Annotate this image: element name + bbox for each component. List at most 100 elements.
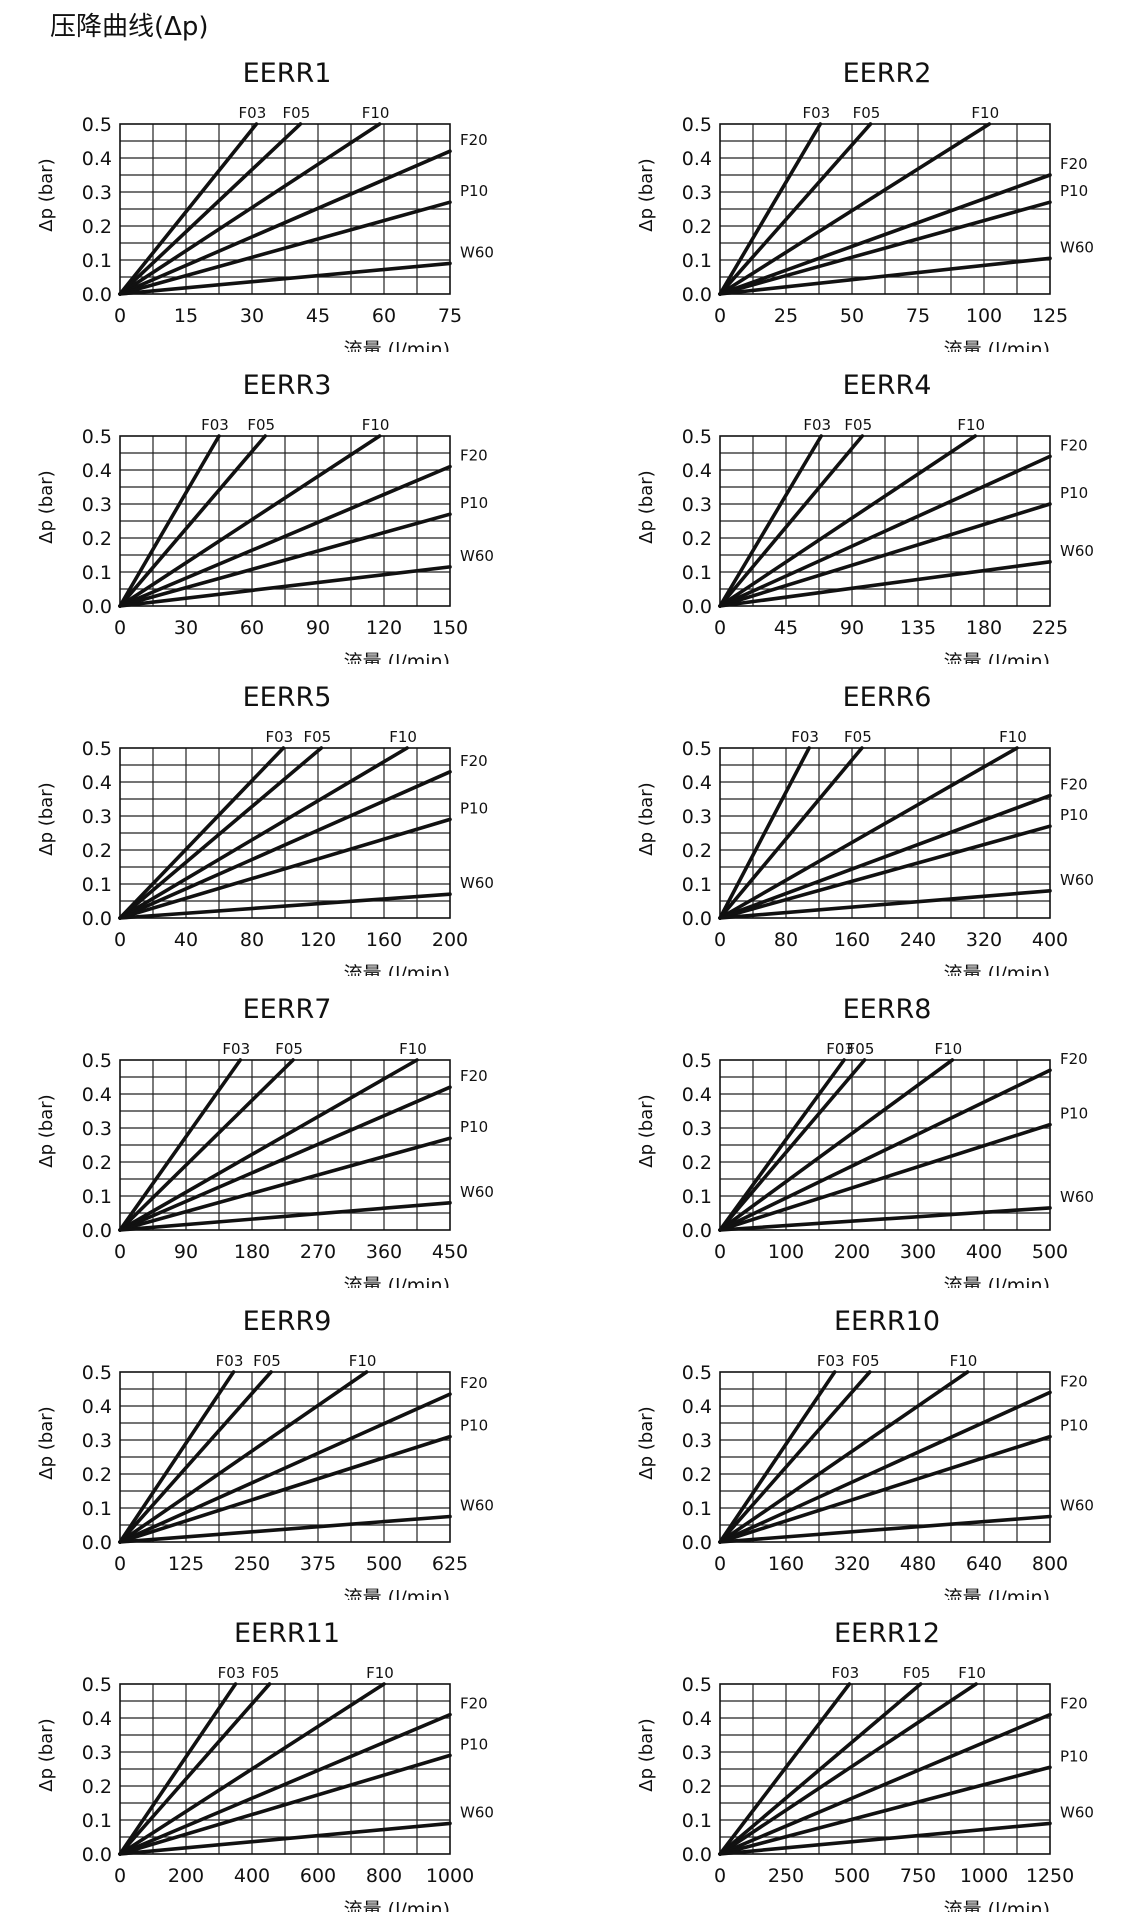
series-label: W60: [1060, 1188, 1094, 1206]
series-line-f10: [718, 1058, 955, 1232]
series-line-p10: [718, 824, 1052, 920]
series-label: F10: [389, 728, 417, 746]
x-tick-label: 240: [900, 929, 936, 951]
series-label: W60: [1060, 542, 1094, 560]
series-label: F10: [958, 1664, 986, 1682]
series-label: P10: [460, 1417, 488, 1435]
grid: [120, 1060, 450, 1230]
series-label: F03: [802, 104, 830, 122]
x-tick-label: 800: [1032, 1553, 1068, 1575]
x-axis-label: 流量 (l/min): [344, 1275, 450, 1288]
x-tick-label: 180: [966, 617, 1002, 639]
series-label: P10: [1060, 1105, 1088, 1123]
y-tick-label: 0.0: [82, 1220, 112, 1242]
series-line-f10: [118, 746, 409, 920]
y-tick-label: 0.2: [82, 840, 112, 862]
x-tick-label: 225: [1032, 617, 1068, 639]
series-line-f05: [118, 122, 303, 296]
x-tick-label: 40: [174, 929, 198, 951]
series-label: P10: [460, 182, 488, 200]
series-line-f10: [118, 1370, 369, 1544]
x-tick-label: 625: [432, 1553, 468, 1575]
series-label: F05: [252, 1664, 280, 1682]
y-tick-label: 0.5: [682, 426, 712, 448]
x-tick-label: 0: [714, 617, 726, 639]
y-tick-label: 0.1: [82, 1186, 112, 1208]
x-tick-label: 60: [372, 305, 396, 327]
y-tick-label: 0.5: [82, 114, 112, 136]
y-tick-label: 0.1: [682, 250, 712, 272]
series-line-f20: [718, 173, 1052, 296]
series-line-f10: [718, 1370, 970, 1544]
x-tick-label: 120: [300, 929, 336, 951]
chart-eerr9: EERR9 0 125 250 375 500 625 0.0 0.1 0.2 0.3 0.4 0.5 Δ…: [36, 1306, 494, 1600]
series-line-f10: [718, 746, 1019, 920]
x-tick-label: 75: [438, 305, 462, 327]
series-line-w60: [118, 565, 452, 608]
plot-frame: [119, 1059, 451, 1231]
plot-frame: [119, 123, 451, 295]
series-line-f10: [118, 1682, 386, 1856]
x-tick-label: 400: [966, 1241, 1002, 1263]
y-axis-label: Δp (bar): [636, 1094, 657, 1167]
y-tick-label: 0.1: [682, 874, 712, 896]
x-axis-label: 流量 (l/min): [944, 1587, 1050, 1600]
y-tick-label: 0.2: [82, 1464, 112, 1486]
x-tick-label: 120: [366, 617, 402, 639]
series-label: F20: [1060, 155, 1088, 173]
x-tick-label: 90: [840, 617, 864, 639]
x-tick-label: 60: [240, 617, 264, 639]
chart-title: EERR3: [243, 370, 332, 401]
x-tick-label: 0: [714, 305, 726, 327]
series-line-f05: [118, 434, 268, 608]
y-tick-label: 0.1: [682, 562, 712, 584]
x-tick-label: 360: [366, 1241, 402, 1263]
y-tick-label: 0.4: [82, 1708, 112, 1730]
series-label: F20: [460, 1374, 488, 1392]
series-label: P10: [1060, 484, 1088, 502]
y-tick-label: 0.5: [682, 1362, 712, 1384]
y-tick-label: 0.3: [682, 182, 712, 204]
series-label: F03: [832, 1664, 860, 1682]
series-label: F20: [1060, 1050, 1088, 1068]
y-tick-label: 0.4: [682, 772, 712, 794]
x-tick-label: 45: [306, 305, 330, 327]
series-line-f05: [118, 1682, 272, 1856]
series-label: F03: [239, 104, 267, 122]
plot-frame: [719, 1371, 1051, 1543]
y-tick-label: 0.2: [682, 528, 712, 550]
x-tick-label: 450: [432, 1241, 468, 1263]
chart-eerr6: EERR6 0 80 160 240 320 400 0.0 0.1 0.2 0.3 0.4 0.5 Δp…: [636, 682, 1094, 976]
series-label: P10: [460, 494, 488, 512]
series-label: W60: [1060, 871, 1094, 889]
x-axis-label: 流量 (l/min): [344, 651, 450, 664]
y-tick-label: 0.2: [82, 1152, 112, 1174]
series-label: F03: [826, 1040, 854, 1058]
y-tick-label: 0.5: [82, 738, 112, 760]
x-tick-label: 480: [900, 1553, 936, 1575]
y-tick-label: 0.0: [82, 908, 112, 930]
y-tick-label: 0.4: [82, 148, 112, 170]
series-label: F05: [303, 728, 331, 746]
x-tick-label: 600: [300, 1865, 336, 1887]
y-tick-label: 0.5: [82, 1674, 112, 1696]
x-tick-label: 300: [900, 1241, 936, 1263]
series-line-w60: [718, 1821, 1052, 1856]
series-line-p10: [718, 200, 1052, 296]
y-tick-label: 0.0: [682, 284, 712, 306]
series-line-f03: [718, 434, 823, 608]
series-label: F10: [349, 1352, 377, 1370]
chart-title: EERR10: [834, 1306, 940, 1337]
series-line-f10: [718, 1682, 978, 1856]
series-line-p10: [718, 1765, 1052, 1856]
series-line-w60: [718, 256, 1052, 296]
x-tick-label: 160: [834, 929, 870, 951]
y-tick-label: 0.3: [82, 1118, 112, 1140]
x-tick-label: 90: [174, 1241, 198, 1263]
plot-frame: [719, 747, 1051, 919]
x-tick-label: 125: [168, 1553, 204, 1575]
chart-eerr2: EERR2 0 25 50 75 100 125 0.0 0.1 0.2 0.3 0.4 0.5 Δp (…: [636, 58, 1094, 352]
plot-frame: [719, 435, 1051, 607]
x-tick-label: 100: [966, 305, 1002, 327]
series-label: F10: [366, 1664, 394, 1682]
